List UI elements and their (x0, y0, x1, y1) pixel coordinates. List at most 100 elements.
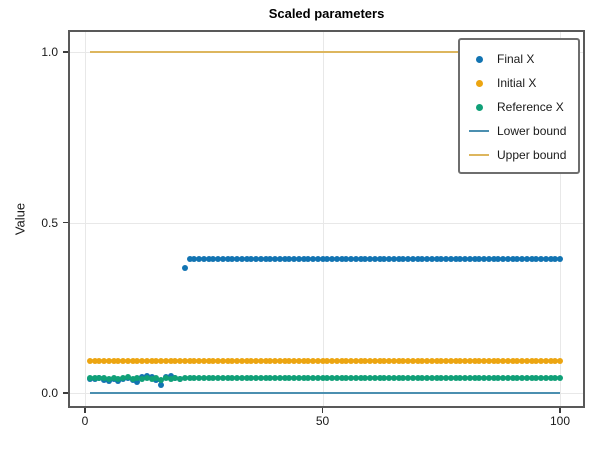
data-point (452, 256, 459, 263)
data-point (134, 374, 141, 381)
y-tick-mark (63, 392, 68, 394)
data-point (272, 256, 278, 263)
data-point (390, 357, 397, 364)
data-point (447, 357, 454, 364)
data-point (143, 374, 150, 381)
data-point (485, 256, 492, 263)
data-point (362, 357, 369, 364)
data-point (519, 357, 525, 364)
data-point (443, 256, 449, 263)
data-point (371, 357, 378, 364)
data-point (357, 375, 364, 382)
data-point (238, 375, 245, 382)
data-point (547, 357, 554, 364)
data-point (485, 357, 492, 364)
data-point (509, 375, 516, 382)
data-point (552, 256, 559, 263)
data-point (234, 256, 240, 263)
data-point (305, 375, 312, 382)
data-point (177, 376, 183, 383)
data-point (471, 375, 478, 382)
data-point (110, 374, 117, 381)
data-point (215, 375, 221, 382)
data-point (462, 256, 468, 263)
data-point (314, 357, 321, 364)
data-point (476, 375, 483, 382)
y-gridline (70, 222, 583, 224)
reference-x-dot-marker-icon (475, 103, 483, 111)
data-point (143, 357, 150, 364)
data-point (286, 375, 293, 382)
data-point (148, 376, 155, 383)
data-point (471, 256, 478, 263)
x-tick-mark (559, 408, 561, 413)
data-point (367, 357, 373, 364)
data-point (319, 256, 326, 263)
data-point (281, 375, 288, 382)
legend-label: Lower bound (497, 124, 567, 138)
data-point (557, 375, 563, 382)
data-point (200, 357, 207, 364)
legend-item-reference-x: Reference X (468, 95, 572, 119)
data-point (257, 256, 264, 263)
data-point (120, 357, 126, 364)
data-point (443, 375, 449, 382)
data-point (300, 357, 307, 364)
y-tick-label: 0.0 (41, 386, 58, 400)
data-point (267, 357, 274, 364)
final-x-dot-marker-icon (475, 55, 483, 63)
data-point (457, 375, 464, 382)
data-point (386, 357, 392, 364)
data-point (367, 256, 373, 263)
data-point (91, 375, 98, 382)
data-point (324, 357, 331, 364)
data-point (547, 375, 554, 382)
data-point (367, 375, 373, 382)
data-point (139, 375, 145, 382)
data-point (386, 256, 392, 263)
data-point (305, 357, 312, 364)
data-point (167, 357, 174, 364)
data-point (162, 357, 169, 364)
data-point (357, 357, 364, 364)
data-point (333, 375, 340, 382)
data-point (428, 357, 435, 364)
x-gridline (560, 32, 561, 406)
data-point (528, 357, 535, 364)
data-point (519, 375, 525, 382)
data-point (395, 357, 402, 364)
data-point (352, 375, 359, 382)
data-point (158, 382, 164, 389)
data-point (210, 256, 217, 263)
data-point (205, 256, 212, 263)
data-point (352, 357, 359, 364)
x-gridline (322, 32, 324, 406)
data-point (447, 375, 454, 382)
data-point (115, 376, 122, 383)
data-point (523, 357, 530, 364)
data-point (86, 375, 93, 382)
data-point (134, 357, 141, 364)
data-point (476, 357, 483, 364)
data-point (400, 375, 407, 382)
data-point (310, 375, 316, 382)
data-point (115, 357, 122, 364)
data-point (167, 375, 174, 382)
data-point (291, 256, 297, 263)
data-point (329, 375, 335, 382)
data-point (248, 357, 255, 364)
data-point (533, 357, 540, 364)
data-point (371, 256, 378, 263)
data-point (272, 375, 278, 382)
data-point (433, 256, 440, 263)
data-point (243, 375, 250, 382)
data-point (101, 357, 107, 364)
data-point (409, 256, 416, 263)
data-point (405, 256, 411, 263)
y-tick-label: 0.5 (41, 215, 58, 230)
data-point (253, 357, 259, 364)
data-point (362, 375, 369, 382)
data-point (542, 375, 549, 382)
data-point (310, 357, 316, 364)
data-point (405, 375, 411, 382)
